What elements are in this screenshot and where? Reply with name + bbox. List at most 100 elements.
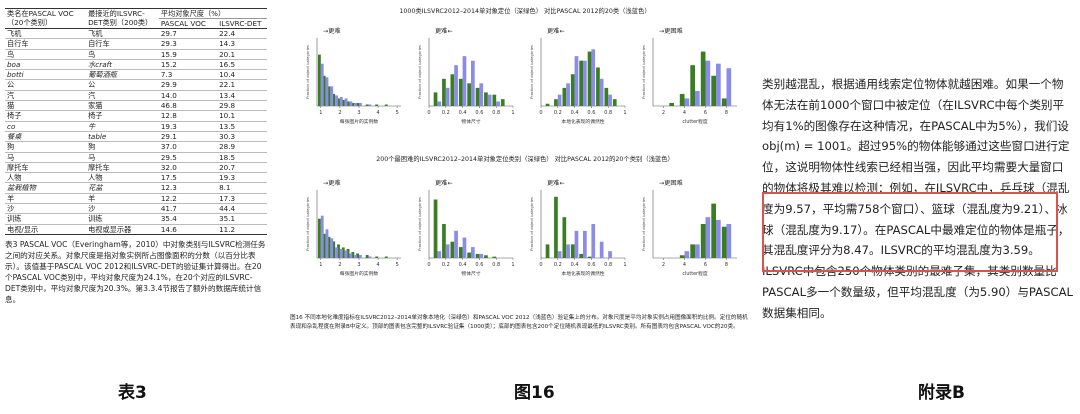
cell-det: 14.3 <box>217 38 267 50</box>
table-row: boa 水craft 15.2 16.5 <box>5 59 267 71</box>
cell-pascal: 羊 <box>5 193 87 205</box>
bar-pascal <box>705 60 711 106</box>
table-header-group: 平均对象尺度（%） <box>158 8 267 19</box>
cell-ilsvrc: 摩托车 <box>86 162 159 174</box>
x-axis-label: 本地化表现的偶然性 <box>561 270 604 277</box>
x-tick-label: 1 <box>319 262 322 268</box>
table-row: 椅子 椅子 12.8 10.1 <box>5 110 267 122</box>
x-tick-label: 0.6 <box>587 262 595 268</box>
table-row: 公公 29.9 22.1 <box>5 79 267 91</box>
table-row: 沙沙 41.7 44.4 <box>5 203 267 215</box>
cell-det: 20.7 <box>217 162 267 174</box>
table-row: 训练 训练 35.4 35.1 <box>5 213 267 225</box>
bar-pascal <box>599 78 604 106</box>
bar-ilsvrc <box>669 102 674 106</box>
bar-pascal <box>454 65 458 106</box>
bar-ilsvrc <box>587 256 592 258</box>
bar-pascal <box>335 95 338 106</box>
cell-ilsvrc: 花盆 <box>86 182 159 194</box>
bar-pascal <box>344 250 348 258</box>
cell-ilsvrc: 鸟 <box>86 49 159 60</box>
bar-pascal <box>344 98 348 106</box>
table-row: 马马 29.5 18.5 <box>5 152 267 163</box>
x-tick-label: 5 <box>396 262 399 268</box>
cell-voc: 37.0 <box>158 141 218 153</box>
bar-ilsvrc <box>318 54 321 106</box>
bar-pascal <box>325 229 329 258</box>
bar-pascal <box>462 56 467 106</box>
x-tick-label: 0 <box>539 262 542 268</box>
cell-pascal: 马 <box>5 152 87 163</box>
bar-pascal <box>684 251 690 258</box>
bar-pascal <box>716 219 721 258</box>
bar-ilsvrc <box>545 244 550 258</box>
cell-ilsvrc: 公 <box>86 79 159 91</box>
bar-ilsvrc <box>587 51 592 106</box>
bar-ilsvrc <box>351 251 355 258</box>
x-tick-label: 0.4 <box>571 110 579 116</box>
table-3: 类名在PASCAL VOC（20个类别） 最接近的ILSVRC-DET类别（20… <box>5 8 267 235</box>
bar-pascal <box>339 248 343 258</box>
cell-voc: 29.7 <box>158 28 218 40</box>
bar-ilsvrc <box>475 87 480 106</box>
bar-chart: 更难← 0 0.2 0.4 0.6 0.8 1 物体尺寸 Fraction of object … <box>417 179 515 277</box>
bar-pascal <box>471 247 475 258</box>
label-figure: 图16 <box>514 383 555 403</box>
x-tick-label: 0.2 <box>554 110 562 116</box>
cell-voc: 29.9 <box>158 79 218 91</box>
cell-voc: 15.2 <box>158 59 218 71</box>
cell-voc: 32.0 <box>158 162 218 174</box>
x-tick-label: 8 <box>725 110 728 116</box>
x-tick-label: 6 <box>704 262 707 268</box>
bar-pascal <box>325 77 329 106</box>
harder-arrow-label: 更难← <box>547 179 565 187</box>
bar-ilsvrc <box>332 93 336 106</box>
bar-pascal <box>320 215 324 258</box>
x-axis-label: 每张图片的实例数 <box>340 118 379 125</box>
bar-ilsvrc <box>318 218 321 258</box>
table-panel: 类名在PASCAL VOC（20个类别） 最接近的ILSVRC-DET类别（20… <box>5 8 267 305</box>
bar-ilsvrc <box>570 244 575 258</box>
x-tick-label: 8 <box>725 262 728 268</box>
x-axis-label: 物体尺寸 <box>461 118 480 125</box>
cell-ilsvrc: 水craft <box>86 59 159 71</box>
table-row: 汽汽 14.0 13.4 <box>5 90 267 102</box>
bar-pascal <box>437 101 442 106</box>
x-tick-label: 0 <box>427 262 430 268</box>
x-tick-label: 1 <box>511 262 514 268</box>
cell-pascal: 猫 <box>5 100 87 112</box>
table-header-voc: PASCAL VOC <box>158 18 218 29</box>
bar-pascal <box>574 230 579 258</box>
bar-pascal <box>349 253 353 258</box>
table-body: 飞机 飞机 29.7 22.4 自行车 自行车 29.3 14.3 鸟鸟 15.9 20.1 boa 水… <box>5 28 267 235</box>
cell-voc: 15.9 <box>158 49 218 60</box>
cell-voc: 7.3 <box>158 69 218 81</box>
x-tick-label: 6 <box>704 110 707 116</box>
bar-pascal <box>716 63 721 106</box>
bar-pascal <box>496 101 500 106</box>
table-row: 餐桌 table 29.1 30.3 <box>5 131 267 143</box>
table-header-ilsvrc: 最接近的ILSVRC-DET类别（200类） <box>86 8 159 29</box>
bar-ilsvrc <box>484 255 488 258</box>
bar-ilsvrc <box>700 224 706 258</box>
x-tick-label: 0.4 <box>459 110 467 116</box>
bar-pascal <box>354 254 358 258</box>
bar-chart: →更困难 2 4 6 8 clutter程度 Fraction of object cate… <box>641 179 737 277</box>
bar-ilsvrc <box>384 256 388 258</box>
table-caption: 表3 PASCAL VOC（Everingham等，2010）中对象类别与ILS… <box>5 239 266 304</box>
cell-voc: 29.1 <box>158 131 218 143</box>
bar-pascal <box>583 60 587 106</box>
cell-voc: 29.5 <box>158 152 218 163</box>
bar-pascal <box>487 94 492 106</box>
bar-pascal <box>359 102 362 106</box>
x-axis-label: clutter程度 <box>682 118 707 125</box>
bar-ilsvrc <box>337 244 340 258</box>
figure-16: 1000类ILSVRC2012–2014单对象定位（深绿色） 对比PASCAL … <box>290 8 750 368</box>
cell-ilsvrc: 训练 <box>86 213 159 225</box>
cell-det: 17.3 <box>217 193 267 205</box>
cell-det: 22.1 <box>217 79 267 91</box>
harder-arrow-label: 更难← <box>547 27 565 35</box>
bar-pascal <box>684 98 690 106</box>
x-tick-label: 1 <box>623 110 626 116</box>
figure-top-title: 1000类ILSVRC2012–2014单对象定位（深绿色） 对比PASCAL … <box>399 8 651 15</box>
